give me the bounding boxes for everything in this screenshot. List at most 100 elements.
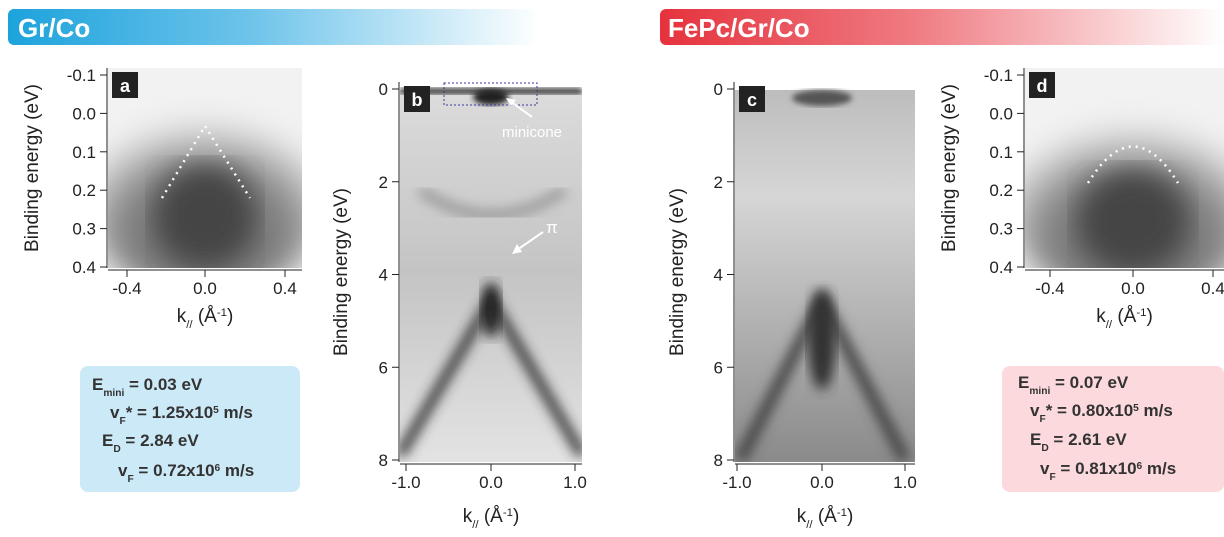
info-box [1002, 366, 1224, 492]
text-run: E [1030, 430, 1041, 449]
arrowhead [506, 98, 516, 106]
subscript: D [113, 444, 120, 455]
y-tick-label: 0.3 [989, 220, 1013, 239]
y-tick-label: 4 [714, 266, 723, 285]
text-run: ) [847, 506, 853, 527]
subscript: // [806, 519, 813, 531]
text-run: k [1096, 306, 1106, 327]
arpes-image [735, 82, 915, 462]
subscript: F [1049, 472, 1055, 483]
text-run: k [797, 506, 807, 527]
x-tick-label: 0.0 [193, 279, 217, 298]
panel-label: b [412, 90, 423, 110]
info-line: ED = 2.84 eV [102, 431, 199, 455]
x-axis-label: k// (Å-1) [463, 506, 520, 531]
subscript: // [186, 319, 193, 331]
text-run: ) [227, 306, 233, 327]
x-tick-label: 0.0 [810, 473, 834, 492]
panel-label: c [747, 90, 757, 110]
info-line: Emini = 0.03 eV [92, 375, 203, 399]
subscript: mini [1029, 386, 1050, 397]
text-run: m/s [1139, 401, 1173, 420]
supscript: 5 [1133, 403, 1139, 414]
annotation: π [546, 218, 558, 237]
y-axis-label: Binding energy (eV) [22, 84, 43, 252]
subscript: F [127, 474, 133, 485]
x-tick-label: -0.4 [112, 279, 141, 298]
y-tick-label: 0.2 [989, 181, 1013, 200]
y-tick-label: 0.1 [989, 143, 1013, 162]
arpes-image [1025, 68, 1224, 268]
info-line: Emini = 0.07 eV [1018, 373, 1129, 397]
y-tick-label: 0.3 [72, 220, 96, 239]
y-tick-label: 0.4 [989, 258, 1013, 277]
y-tick-label: 0.1 [72, 143, 96, 162]
subscript: F [119, 416, 125, 427]
subscript: mini [103, 388, 124, 399]
panel-label-box [739, 86, 765, 112]
header-bar [660, 9, 1224, 45]
dispersion-guide [160, 123, 252, 199]
y-tick-label: 0.4 [72, 258, 96, 277]
x-axis-label: k// (Å-1) [797, 506, 854, 531]
minicone-box [443, 82, 538, 106]
info-line: ED = 2.61 eV [1030, 430, 1127, 454]
subscript: D [1041, 443, 1048, 454]
panel-label: d [1037, 76, 1048, 96]
subscript: // [472, 519, 479, 531]
header-title: Gr/Co [18, 13, 90, 43]
y-tick-label: 0.2 [72, 181, 96, 200]
y-tick-label: 0.0 [72, 104, 96, 123]
supscript: -1 [217, 307, 227, 319]
supscript: -1 [1136, 307, 1146, 319]
info-box [80, 366, 300, 492]
y-tick-label: 4 [379, 266, 388, 285]
x-tick-label: 0.4 [273, 279, 297, 298]
text-run: m/s [219, 403, 253, 422]
arpes-image [108, 68, 302, 268]
supscript: 6 [1137, 461, 1143, 472]
text-run: m/s [220, 461, 254, 480]
y-axis-label: Binding energy (eV) [667, 188, 688, 356]
x-axis-label: k// (Å-1) [177, 306, 234, 331]
arpes-image [400, 82, 582, 462]
text-run: E [92, 375, 103, 394]
text-run: (Å [1112, 306, 1137, 327]
panel-label-box [112, 72, 138, 98]
text-run: k [463, 506, 473, 527]
supscript: 6 [215, 463, 221, 474]
text-run: = 2.84 eV [121, 431, 200, 450]
annotation: minicone [502, 124, 562, 141]
text-run: * = 1.25x10 [126, 403, 213, 422]
y-tick-label: 0.0 [989, 104, 1013, 123]
text-run: * = 0.80x10 [1046, 401, 1133, 420]
panel-label-box [404, 86, 430, 112]
text-run: m/s [1142, 459, 1176, 478]
arrow [509, 100, 533, 118]
x-tick-label: -1.0 [391, 473, 420, 492]
supscript: -1 [503, 507, 513, 519]
x-tick-label: 0.4 [1201, 279, 1224, 298]
header-title: FePc/Gr/Co [668, 13, 810, 43]
text-run: (Å [813, 506, 838, 527]
panel-label-box [1029, 72, 1055, 98]
text-run: E [1018, 373, 1029, 392]
x-tick-label: -1.0 [722, 473, 751, 492]
y-tick-label: 6 [714, 358, 723, 377]
text-run: = 0.03 eV [124, 375, 203, 394]
y-tick-label: 8 [379, 451, 388, 470]
subscript: F [1039, 414, 1045, 425]
text-run: k [177, 306, 187, 327]
info-line: vF = 0.72x106 m/s [118, 461, 254, 485]
panel-label: a [120, 76, 131, 96]
header-bar [8, 9, 540, 45]
y-tick-label: 2 [379, 173, 388, 192]
text-run: = 2.61 eV [1049, 430, 1128, 449]
x-axis-label: k// (Å-1) [1096, 306, 1153, 331]
text-run: E [102, 431, 113, 450]
x-tick-label: 0.0 [1121, 279, 1145, 298]
arrowhead [512, 244, 522, 254]
text-run: = 0.81x10 [1056, 459, 1137, 478]
text-run: v [110, 403, 120, 422]
